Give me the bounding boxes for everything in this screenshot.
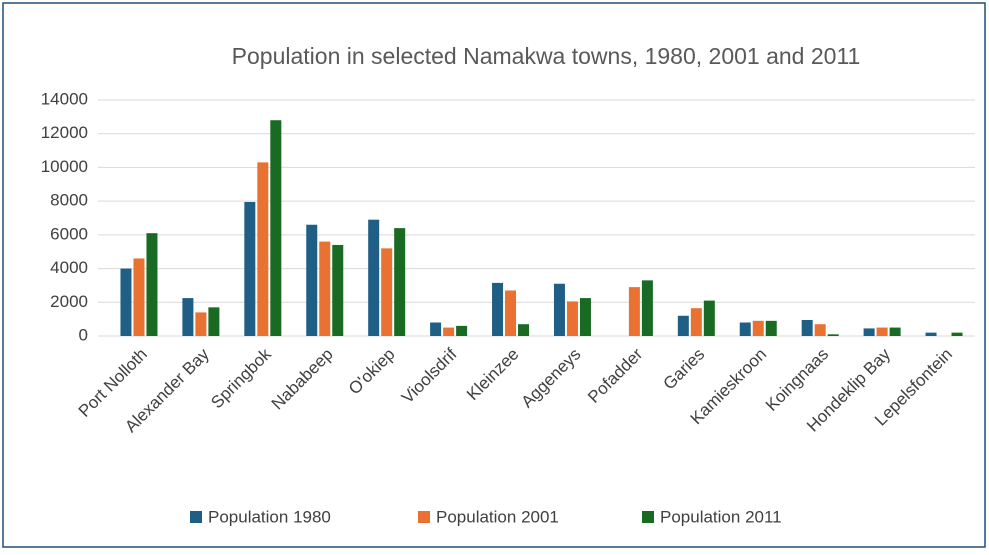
bar (951, 332, 963, 336)
bar (677, 315, 689, 336)
bar (332, 244, 344, 336)
bar (553, 283, 565, 336)
bar (306, 224, 318, 336)
bar (505, 290, 517, 336)
bar (739, 322, 751, 336)
bar (492, 282, 504, 336)
bar (925, 332, 937, 336)
bar (368, 219, 380, 336)
chart-frame (2, 2, 986, 548)
chart-title: Population in selected Namakwa towns, 19… (232, 43, 861, 69)
legend-label: Population 1980 (208, 507, 331, 526)
bar (456, 325, 468, 336)
bar (182, 298, 194, 336)
bar (690, 308, 702, 336)
bar (579, 298, 591, 336)
bar (133, 258, 145, 336)
bar (381, 248, 393, 336)
bar (752, 320, 764, 336)
legend-label: Population 2001 (436, 507, 559, 526)
bar (628, 287, 640, 336)
bar (270, 120, 282, 336)
bar (394, 228, 406, 336)
y-tick-label: 2000 (50, 292, 88, 311)
bar (566, 301, 578, 336)
bar (244, 201, 256, 336)
bar (430, 322, 442, 336)
bar (641, 280, 653, 336)
bar (257, 162, 269, 336)
bar (443, 327, 455, 336)
bar (765, 320, 777, 336)
bar (120, 268, 132, 336)
legend-swatch (642, 511, 654, 523)
y-tick-label: 14000 (41, 89, 88, 108)
bar (319, 241, 331, 336)
bar (814, 324, 826, 336)
y-tick-label: 12000 (41, 123, 88, 142)
legend-label: Population 2011 (660, 507, 782, 526)
bar (703, 300, 715, 336)
y-tick-label: 4000 (50, 258, 88, 277)
bar (876, 327, 888, 336)
legend-swatch (190, 511, 202, 523)
bar (146, 233, 158, 336)
bar (889, 327, 901, 336)
bar (863, 328, 875, 336)
y-tick-label: 10000 (41, 157, 88, 176)
legend-swatch (418, 511, 430, 523)
y-tick-label: 8000 (50, 191, 88, 210)
bar (208, 307, 220, 336)
bar (518, 324, 530, 336)
y-tick-label: 6000 (50, 224, 88, 243)
bar (801, 319, 813, 336)
bar (827, 334, 839, 336)
y-tick-label: 0 (79, 325, 88, 344)
bar (195, 312, 207, 336)
